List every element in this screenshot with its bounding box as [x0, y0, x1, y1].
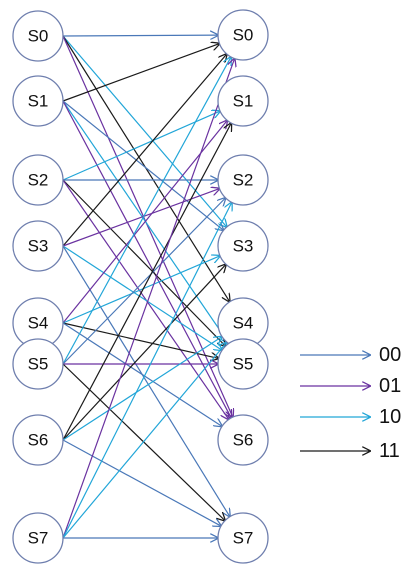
edge-s5-to-s0 [62, 57, 231, 365]
left-state-label: S1 [28, 92, 49, 111]
left-state-node-2: S2 [12, 154, 64, 206]
transition-edges [62, 35, 235, 539]
left-state-label: S0 [28, 27, 49, 46]
edge-s1-to-s0 [62, 44, 220, 102]
edge-s4-to-s6 [62, 322, 222, 426]
right-state-node-3: S3 [217, 220, 269, 272]
right-state-circle [217, 154, 269, 206]
left-state-label: S6 [28, 431, 49, 450]
edge-s3-to-s5 [62, 245, 222, 350]
right-state-label: S0 [233, 26, 254, 45]
right-state-label: S4 [233, 314, 254, 333]
edge-s7-to-s2 [62, 202, 232, 539]
legend-label-01: 01 [379, 375, 401, 397]
right-state-circle [217, 75, 269, 127]
legend-label-11: 11 [379, 440, 400, 462]
left-state-circle [12, 75, 64, 127]
edge-s1-to-s5 [62, 100, 229, 343]
right-state-circle [217, 414, 269, 466]
right-state-node-6: S6 [217, 414, 269, 466]
left-state-node-3: S3 [12, 220, 64, 272]
left-state-circle [12, 220, 64, 272]
left-state-node-0: S0 [12, 10, 64, 62]
left-state-label: S3 [28, 237, 49, 256]
edge-s1-to-s6 [62, 100, 231, 418]
edge-s6-to-s1 [62, 123, 231, 441]
left-state-node-6: S6 [12, 414, 64, 466]
edge-s4-to-s5 [62, 322, 219, 358]
edge-s6-to-s4 [62, 337, 222, 441]
right-state-label: S7 [233, 529, 254, 548]
left-state-node-4: S4 [12, 297, 64, 349]
right-state-label: S5 [233, 355, 254, 374]
right-state-label: S3 [233, 237, 254, 256]
edge-s2-to-s1 [62, 111, 220, 181]
right-state-node-0: S0 [217, 9, 269, 61]
edge-s6-to-s3 [62, 264, 226, 441]
left-state-label: S4 [28, 314, 49, 333]
state-nodes: S0 S1 S2 S3 S4 S5 S6 S7 S0 S1 S2 S3 S4 S5 S6 S7 [12, 9, 269, 564]
right-state-node-2: S2 [217, 154, 269, 206]
edge-s2-to-s5 [62, 179, 226, 346]
right-state-node-5: S5 [217, 338, 269, 390]
right-state-label: S6 [233, 431, 254, 450]
edge-s1-to-s3 [62, 100, 224, 230]
left-state-circle [12, 154, 64, 206]
left-state-node-5: S5 [12, 338, 64, 390]
edge-s4-to-s3 [62, 256, 220, 324]
right-state-circle [217, 9, 269, 61]
legend: 00 01 10 11 [300, 344, 401, 462]
right-state-node-7: S7 [217, 512, 269, 564]
edge-s0-to-s3 [62, 35, 227, 227]
left-state-node-1: S1 [12, 75, 64, 127]
right-state-circle [217, 512, 269, 564]
left-state-label: S5 [28, 355, 49, 374]
legend-label-00: 00 [379, 344, 401, 366]
right-state-node-1: S1 [217, 75, 269, 127]
edge-s5-to-s2 [62, 198, 226, 365]
right-state-label: S2 [233, 171, 254, 190]
left-state-circle [12, 338, 64, 390]
left-state-label: S7 [28, 529, 49, 548]
edge-s3-to-s2 [62, 189, 220, 247]
edge-s0-to-s6 [62, 35, 233, 417]
left-state-circle [12, 10, 64, 62]
right-state-circle [217, 220, 269, 272]
edge-s7-to-s0 [62, 59, 235, 539]
left-state-label: S2 [28, 171, 49, 190]
edge-s0-to-s0 [62, 35, 218, 36]
left-state-node-7: S7 [12, 512, 64, 564]
left-state-circle [12, 414, 64, 466]
right-state-circle [217, 338, 269, 390]
legend-label-10: 10 [379, 406, 401, 428]
left-state-circle [12, 512, 64, 564]
edge-s3-to-s7 [62, 245, 230, 517]
edge-s3-to-s0 [62, 54, 227, 247]
edge-s7-to-s4 [62, 342, 227, 539]
right-state-label: S1 [233, 92, 254, 111]
right-state-node-4: S4 [217, 297, 269, 349]
edge-s6-to-s7 [62, 439, 221, 526]
